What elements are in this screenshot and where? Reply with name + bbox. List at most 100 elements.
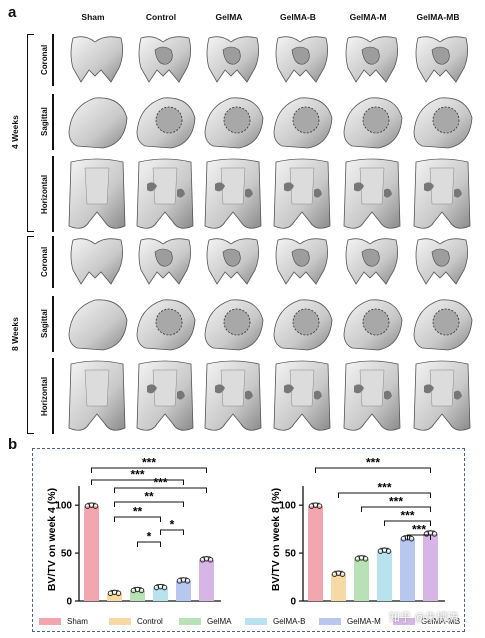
bar-gelma-b: [377, 551, 392, 601]
view-divider: [52, 358, 54, 434]
bone-render-coronal: [275, 36, 328, 83]
bone-render-coronal: [138, 36, 191, 83]
significance-label: **: [144, 490, 154, 504]
bone-render-coronal: [415, 36, 468, 83]
significance-label: ***: [153, 476, 167, 490]
week-label-1: 4 Weeks: [10, 115, 20, 149]
bone-render-sagittal: [68, 299, 128, 351]
column-header-gelma: GelMA: [215, 12, 243, 22]
bone-render-sagittal: [204, 299, 264, 351]
legend-label: GelMA-M: [347, 617, 381, 626]
significance-bracket: [160, 529, 184, 535]
bone-render-horizontal: [343, 360, 401, 431]
legend-label: GelMA-MB: [421, 617, 461, 626]
view-divider: [52, 94, 54, 150]
y-axis-label: BV/TV on week 8 (%): [270, 488, 282, 591]
column-header-gelma-m: GelMA-M: [349, 12, 387, 22]
data-point: [161, 584, 168, 591]
legend-item-gelma-b: GelMA-B: [245, 617, 305, 626]
legend-label: Control: [137, 617, 163, 626]
bone-render-sagittal: [273, 299, 333, 351]
view-label-horizontal: Horizontal: [40, 174, 49, 214]
view-label-coronal: Coronal: [40, 44, 49, 76]
significance-bracket: [91, 479, 184, 485]
data-point: [316, 503, 323, 509]
significance-label: ***: [366, 456, 380, 470]
bone-render-coronal: [70, 36, 123, 83]
significance-bracket: [407, 534, 431, 540]
legend-swatch: [179, 618, 201, 625]
data-point: [92, 503, 99, 509]
bar-gelma-mb: [199, 559, 214, 601]
column-header-gelma-mb: GelMA-MB: [416, 12, 460, 22]
y-tick-label: 50: [285, 549, 297, 560]
bone-render-coronal: [206, 36, 259, 83]
bar-sham: [84, 506, 99, 601]
bone-render-horizontal: [413, 158, 471, 229]
legend-swatch: [39, 618, 61, 625]
y-tick-label: 50: [61, 549, 73, 560]
column-header-control: Control: [145, 12, 177, 22]
bone-render-horizontal: [68, 360, 126, 431]
significance-label: ***: [412, 523, 426, 537]
significance-bracket: [114, 516, 161, 522]
week-label-2: 8 Weeks: [10, 317, 20, 351]
bar-gelma-m: [176, 580, 191, 601]
y-tick-label: 0: [290, 597, 296, 608]
significance-label: ***: [377, 481, 391, 495]
bone-render-horizontal: [413, 360, 471, 431]
bone-render-sagittal: [68, 97, 128, 149]
bone-render-coronal: [345, 238, 398, 285]
bone-render-sagittal: [343, 97, 403, 149]
bone-render-horizontal: [273, 360, 331, 431]
bar-gelma-m: [400, 538, 415, 601]
view-divider: [52, 236, 54, 288]
bone-render-coronal: [345, 36, 398, 83]
column-header-gelma-b: GelMA-B: [280, 12, 316, 22]
data-point: [184, 578, 191, 584]
bone-render-horizontal: [273, 158, 331, 229]
watermark: 知乎 @朱博涛: [389, 612, 459, 624]
week-bracket: [27, 236, 34, 434]
bone-render-horizontal: [204, 360, 262, 431]
view-label-sagittal: Sagittal: [40, 309, 49, 339]
data-point: [362, 556, 369, 562]
legend-label: GelMA: [207, 617, 232, 626]
legend-label: GelMA-B: [273, 617, 306, 626]
data-point: [207, 557, 214, 563]
bone-render-coronal: [415, 238, 468, 285]
bone-render-sagittal: [136, 299, 196, 351]
significance-label: ***: [142, 456, 156, 470]
bone-render-horizontal: [343, 158, 401, 229]
significance-bracket: [338, 492, 431, 498]
significance-label: *: [170, 518, 175, 532]
bone-render-coronal: [206, 238, 259, 285]
legend-item-control: Control: [109, 617, 163, 626]
legend-swatch: [245, 618, 267, 625]
view-label-sagittal: Sagittal: [40, 107, 49, 137]
significance-bracket: [315, 467, 431, 473]
legend-swatch: [319, 618, 341, 625]
bone-render-horizontal: [204, 158, 262, 229]
y-axis-label: BV/TV on week 4 (%): [46, 488, 58, 591]
significance-label: ***: [389, 495, 403, 509]
legend-label: Sham: [67, 617, 88, 626]
data-point: [115, 590, 122, 597]
legend-swatch: [393, 618, 415, 625]
significance-label: *: [147, 530, 152, 544]
data-point: [385, 548, 392, 554]
legend-swatch: [109, 618, 131, 625]
data-point: [339, 571, 346, 577]
significance-bracket: [384, 520, 431, 526]
column-header-sham: Sham: [81, 12, 105, 22]
legend-item-sham: Sham: [39, 617, 88, 626]
bone-render-horizontal: [136, 158, 194, 229]
significance-bracket: [361, 506, 431, 512]
bone-render-sagittal: [343, 299, 403, 351]
bone-render-coronal: [70, 238, 123, 285]
data-point: [431, 531, 438, 537]
significance-bracket: [114, 501, 184, 507]
bar-gelma: [354, 558, 369, 601]
significance-label: ***: [400, 509, 414, 523]
bone-render-sagittal: [204, 97, 264, 149]
